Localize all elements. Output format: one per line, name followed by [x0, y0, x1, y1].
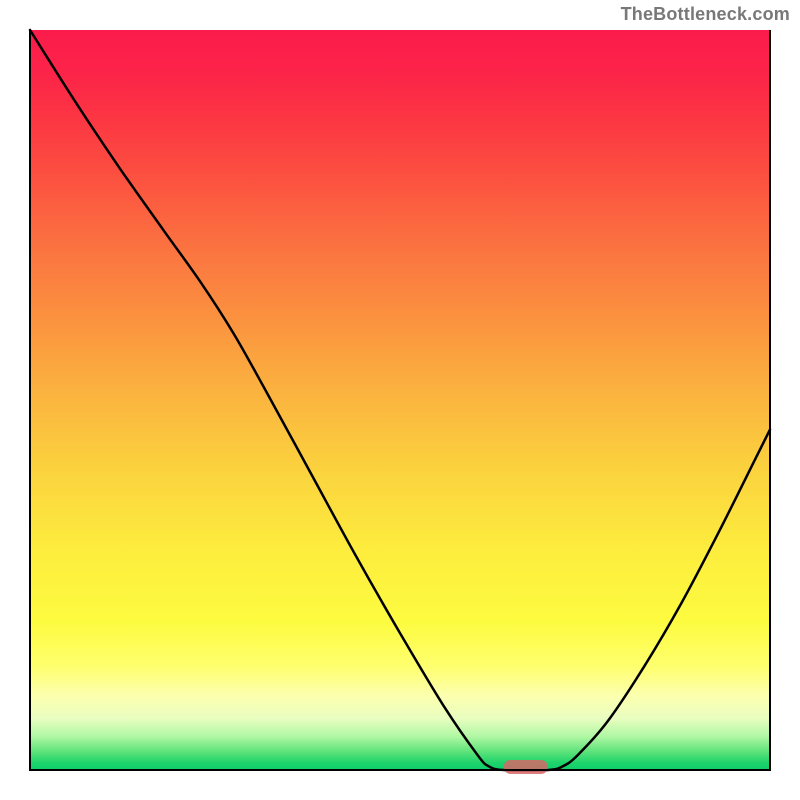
- chart-container: TheBottleneck.com: [0, 0, 800, 800]
- plot-area: [30, 30, 770, 774]
- plot-background: [30, 30, 770, 770]
- watermark-text: TheBottleneck.com: [621, 4, 790, 25]
- bottleneck-chart: [0, 0, 800, 800]
- optimal-marker: [504, 760, 548, 774]
